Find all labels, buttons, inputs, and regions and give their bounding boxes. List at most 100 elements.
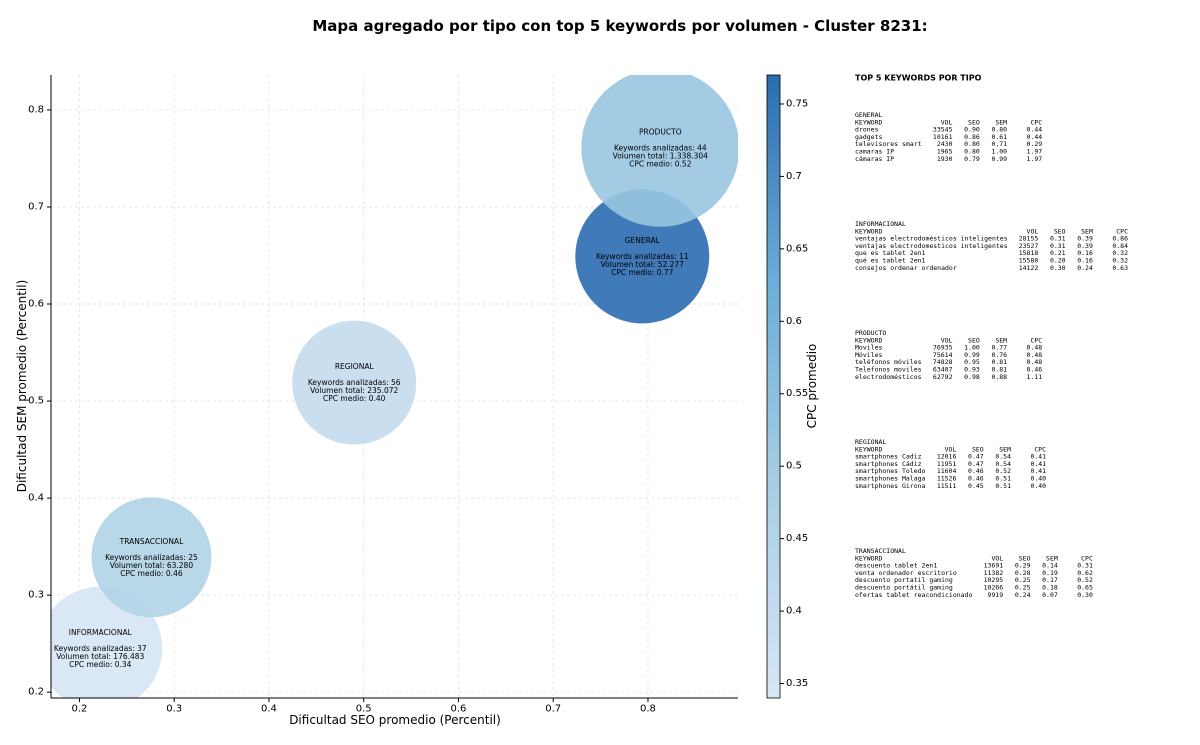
table-cell: camaras IP (855, 148, 894, 156)
colorbar-label: CPC promedio (805, 344, 819, 429)
table-cell: 0.98 (964, 373, 980, 381)
table-cell: 0.41 (1030, 453, 1046, 461)
table-cell: 0.07 (1042, 591, 1058, 599)
table-cell: 0.16 (1077, 249, 1093, 257)
bubble-name: PRODUCTO (639, 127, 682, 136)
table-cell: 2430 (937, 140, 953, 148)
table-cell: gadgets (855, 133, 882, 141)
y-tick-label: 0.6 (28, 299, 44, 310)
table-cell: 0.17 (1042, 576, 1058, 584)
column-header: KEYWORD (855, 336, 882, 344)
table-cell: 0.84 (1112, 242, 1128, 250)
table-cell: 0.77 (991, 344, 1007, 352)
table-cell: 1965 (937, 148, 953, 156)
table-cell: 76935 (933, 344, 953, 352)
table-cell: 0.44 (1027, 126, 1043, 134)
table-cell: 0.46 (968, 475, 984, 483)
x-tick-label: 0.6 (451, 704, 467, 715)
table-cell: Telefonos moviles (855, 366, 922, 374)
column-header: VOL (941, 118, 953, 126)
table-cell: 0.41 (1030, 467, 1046, 475)
y-tick-label: 0.7 (28, 201, 44, 212)
group-name: INFORMACIONAL (855, 220, 906, 228)
column-header: SEO (1054, 227, 1066, 235)
table-cell: 0.90 (964, 126, 980, 134)
column-header: SEM (995, 336, 1007, 344)
colorbar-tick-label: 0.7 (786, 171, 802, 182)
table-cell: 0.20 (1050, 257, 1066, 265)
table-cell: 0.39 (1077, 235, 1093, 243)
table-cell: 0.40 (1030, 482, 1046, 490)
table-cell: qué es tablet 2en1 (855, 257, 926, 265)
table-cell: 11526 (937, 475, 957, 483)
table-cell: cámaras IP (855, 155, 894, 163)
column-header: SEM (1046, 554, 1058, 562)
table-cell: 14122 (1019, 264, 1039, 272)
table-cell: 0.44 (1027, 133, 1043, 141)
table-cell: 0.65 (1077, 584, 1093, 592)
column-header: KEYWORD (855, 445, 882, 453)
table-cell: Móviles (855, 351, 882, 359)
column-header: CPC (1034, 445, 1046, 453)
table-cell: 1.00 (964, 344, 980, 352)
x-tick-label: 0.5 (356, 704, 372, 715)
bubble-label: CPC medio: 0.77 (611, 268, 674, 277)
table-cell: televisores smart (855, 140, 922, 148)
bubble-label: Volumen total: 176.483 (56, 652, 144, 661)
x-axis-label: Dificultad SEO promedio (Percentil) (289, 713, 501, 727)
table-cell: 0.41 (1030, 460, 1046, 468)
table-cell: 0.99 (964, 351, 980, 359)
table-cell: 0.16 (1077, 257, 1093, 265)
column-header: CPC (1030, 336, 1042, 344)
table-cell: 0.25 (1015, 584, 1031, 592)
table-cell: 0.88 (991, 373, 1007, 381)
bubble-label: CPC medio: 0.34 (69, 660, 132, 669)
colorbar (766, 74, 781, 699)
table-cell: 0.28 (1015, 569, 1031, 577)
bubble-label: Volumen total: 1.338.304 (613, 151, 708, 160)
table-cell: ventajas electrodomésticos inteligentes (855, 235, 1008, 243)
table-cell: 0.25 (1015, 576, 1031, 584)
group-name: GENERAL (855, 111, 882, 119)
table-cell: 0.48 (1027, 358, 1043, 366)
table-cell: venta ordenador escritorio (855, 569, 957, 577)
table-cell: 0.54 (995, 460, 1011, 468)
y-tick-label: 0.2 (28, 687, 44, 698)
table-cell: 0.19 (1042, 569, 1058, 577)
table-cell: 0.30 (1050, 264, 1066, 272)
colorbar-tick-label: 0.4 (786, 606, 802, 617)
table-cell: 11951 (937, 460, 957, 468)
table-cell: 0.31 (1077, 562, 1093, 570)
table-cell: 0.63 (1112, 264, 1128, 272)
group-name: PRODUCTO (855, 329, 886, 337)
table-cell: 0.61 (991, 133, 1007, 141)
table-cell: 0.52 (995, 467, 1011, 475)
table-cell: 10161 (933, 133, 953, 141)
y-tick-label: 0.3 (28, 590, 44, 601)
x-tick-label: 0.4 (261, 704, 277, 715)
colorbar-tick-label: 0.6 (786, 316, 802, 327)
table-cell: 15818 (1019, 249, 1039, 257)
table-cell: 75614 (933, 351, 953, 359)
column-header: SEO (972, 445, 984, 453)
column-header: VOL (991, 554, 1003, 562)
table-cell: 1.00 (991, 148, 1007, 156)
bubble-label: Keywords analizadas: 44 (614, 143, 707, 152)
table-cell: 0.46 (1027, 366, 1043, 374)
y-tick-label: 0.5 (28, 396, 44, 407)
table-cell: 0.40 (1030, 475, 1046, 483)
table-cell: descuento tablet 2en1 (855, 562, 937, 570)
y-tick-label: 0.8 (28, 104, 44, 115)
bubble-name: GENERAL (625, 236, 661, 245)
table-cell: 0.30 (1077, 591, 1093, 599)
table-cell: 0.81 (991, 358, 1007, 366)
column-header: SEO (968, 336, 980, 344)
colorbar-tick-label: 0.65 (786, 243, 808, 254)
bubble-name: REGIONAL (335, 362, 375, 371)
table-cell: 0.21 (1050, 249, 1066, 257)
table-cell: Moviles (855, 344, 882, 352)
table-cell: 0.47 (968, 453, 984, 461)
table-cell: 1.11 (1027, 373, 1043, 381)
chart-title: Mapa agregado por tipo con top 5 keyword… (312, 17, 927, 35)
column-header: CPC (1030, 118, 1042, 126)
